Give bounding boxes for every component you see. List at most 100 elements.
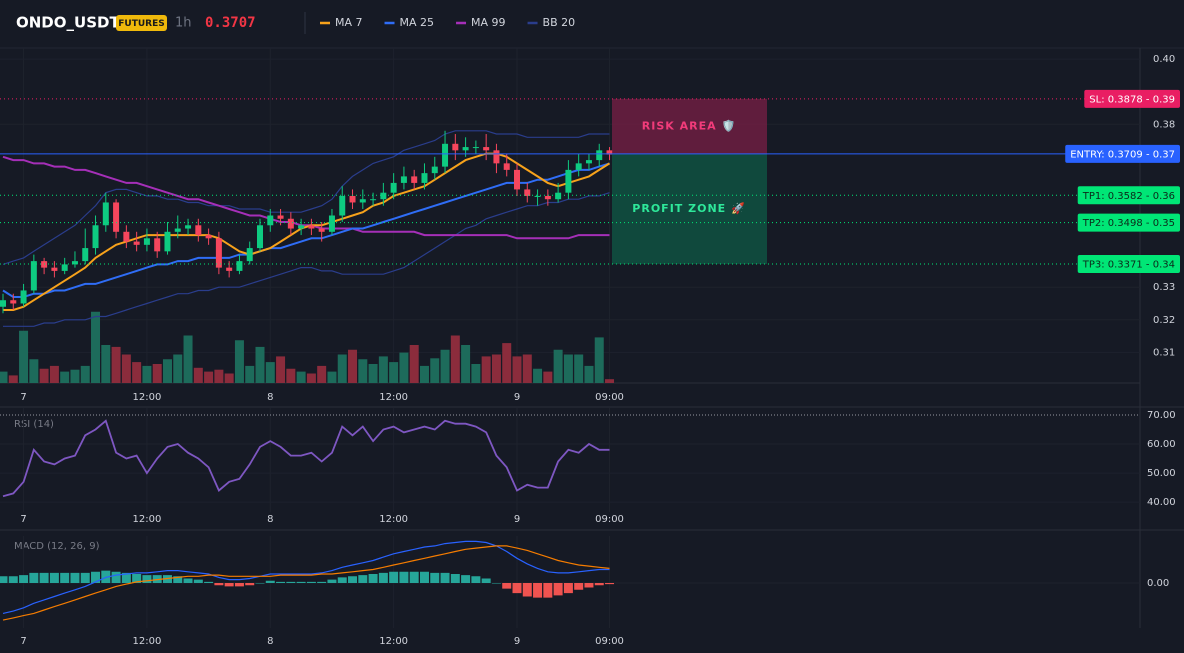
x-tick-label: 12:00 [133,514,162,525]
candle-body [555,192,562,200]
candle-body [359,199,366,203]
histogram-bar [502,583,512,589]
candle-body [380,192,387,200]
histogram-bar [605,583,615,585]
x-tick-label: 9 [514,392,520,403]
candle-body [596,150,603,161]
histogram-bar [49,572,59,583]
x-tick-label: 9 [514,636,520,647]
candle-body [185,225,192,229]
candle-body [524,189,531,196]
histogram-bar [142,575,152,583]
volume-bar [255,346,265,383]
candle-body [267,215,274,226]
candle-body [154,238,161,252]
candle-body [226,267,233,271]
candle-body [236,261,243,271]
candle-body [133,241,140,245]
volume-bar [173,354,183,383]
level-label: TP3: 0.3371 - 0.34 [1082,260,1175,271]
volume-bar [49,365,59,383]
y-tick-label: 0.31 [1153,347,1175,358]
last-price: 0.3707 [205,15,256,31]
volume-bar [111,346,121,383]
level-tag: ENTRY: 0.3709 - 0.37 [1065,144,1180,163]
volume-bar [533,368,543,383]
volume-bar [368,364,378,383]
volume-bar [327,371,337,383]
histogram-bar [29,572,39,583]
volume-bar [91,311,101,383]
candle-body [421,173,428,183]
candle-body [472,147,479,149]
legend-label: MA 99 [471,16,506,29]
macd-title: MACD (12, 26, 9) [14,541,100,552]
histogram-bar [121,572,131,583]
zone [612,98,767,154]
histogram-bar [234,583,244,587]
candle-body [462,147,469,151]
symbol: ONDO_USDT [16,14,120,32]
x-tick-label: 12:00 [379,514,408,525]
candle-body [20,290,27,304]
candle-body [514,169,520,190]
zone-label: PROFIT ZONE 🚀 [632,202,745,215]
histogram-bar [348,576,358,583]
histogram-bar [533,583,543,598]
y-tick-label: 0.00 [1147,578,1169,589]
volume-bar [101,345,111,383]
candle-body [0,300,6,307]
candle-body [92,225,99,249]
histogram-bar [574,583,584,590]
histogram-bar [91,571,101,583]
level-label: TP1: 0.3582 - 0.36 [1082,191,1175,202]
histogram-bar [327,579,337,583]
candle-body [51,267,58,271]
candle-body [318,228,325,232]
candle-body [370,199,377,201]
level-tag-box [1077,186,1180,205]
candle-body [503,163,510,170]
x-tick-label: 7 [20,636,26,647]
histogram-bar [522,583,532,597]
volume-bar [440,349,450,383]
candle-body [390,182,397,193]
legend-label: MA 7 [335,16,363,29]
candle-body [10,300,17,304]
histogram-bar [286,581,296,583]
volume-bar [193,367,203,383]
x-tick-label: 7 [20,392,26,403]
histogram-bar [317,581,327,583]
x-tick-label: 12:00 [379,392,408,403]
histogram-bar [389,571,399,583]
volume-bar [60,371,70,383]
level-label: ENTRY: 0.3709 - 0.37 [1070,149,1175,160]
legend-label: MA 25 [400,16,435,29]
histogram-bar [60,572,70,583]
x-tick-label: 09:00 [595,636,624,647]
volume-bar [543,371,553,383]
level-tag-box [1065,144,1180,163]
volume-bar [204,371,214,383]
volume-bar [594,337,604,383]
x-tick-label: 8 [267,392,273,403]
market-badge [116,15,167,31]
candle-body [164,231,171,252]
candle-body [349,195,356,203]
histogram-bar [132,574,142,583]
histogram-bar [419,571,429,583]
histogram-bar [378,572,388,583]
volume-bar [337,354,347,383]
ma-line [2,155,610,240]
candle-body [71,261,78,265]
macd-line [2,545,610,621]
histogram-bar [594,583,604,586]
candle-body [143,238,150,245]
y-tick-label: 0.40 [1153,54,1175,65]
x-tick-label: 12:00 [133,636,162,647]
volume-bar [358,359,368,383]
y-tick-label: 50.00 [1147,468,1176,479]
histogram-bar [0,576,8,583]
candle-body [339,195,346,216]
